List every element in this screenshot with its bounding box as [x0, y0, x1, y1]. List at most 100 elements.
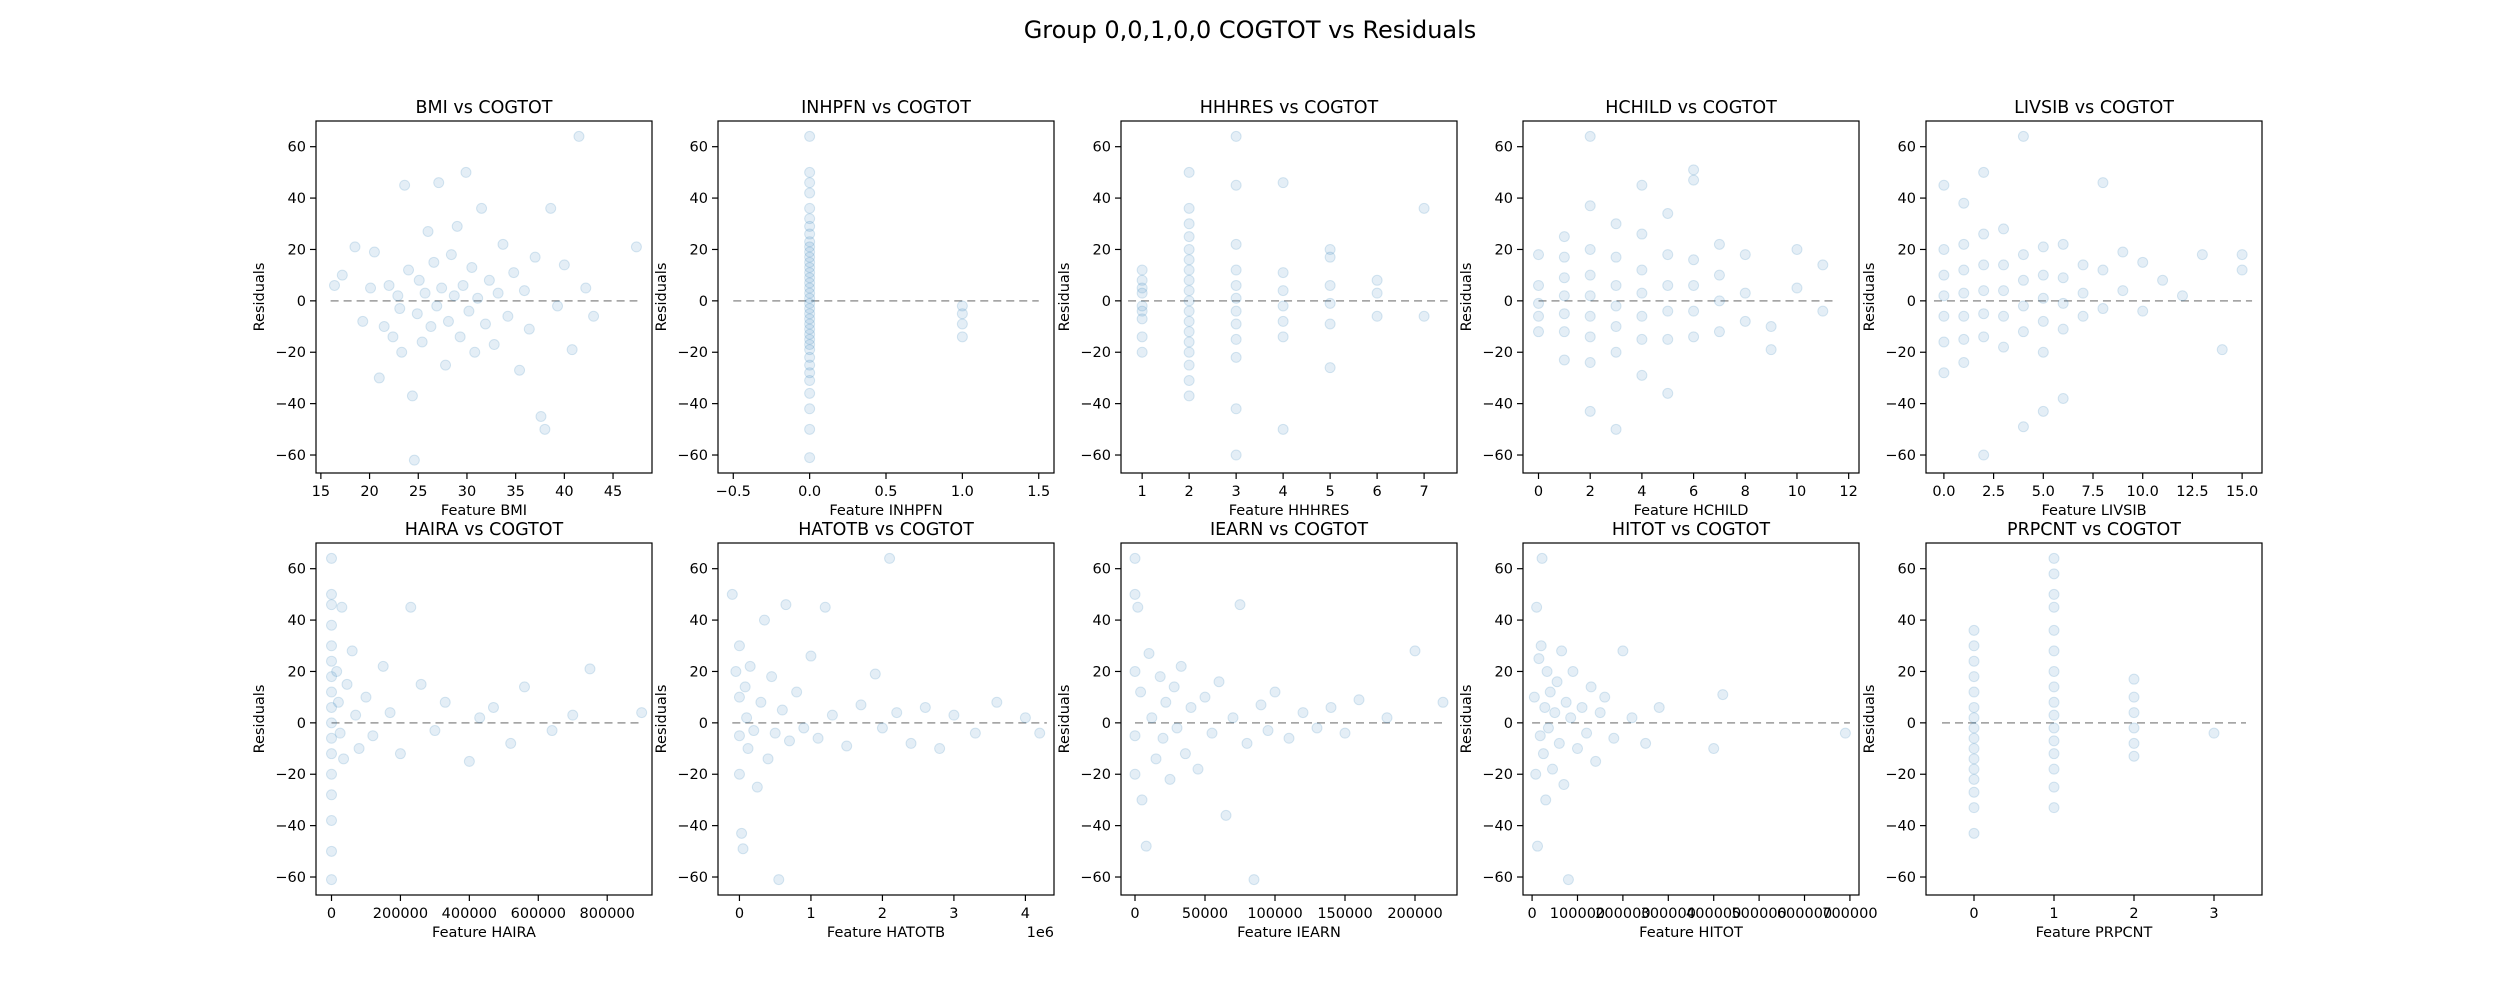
data-point [2037, 405, 2049, 417]
x-tick-label: 1 [2049, 906, 2058, 922]
data-point [1558, 251, 1570, 263]
data-point [1662, 305, 1674, 317]
x-tick-label: 3 [949, 906, 958, 922]
y-tick-label: −20 [1482, 345, 1513, 361]
data-point [2037, 346, 2049, 358]
data-point [1765, 344, 1777, 356]
x-tick-label: 200000 [1387, 906, 1442, 922]
data-point [2037, 241, 2049, 253]
scatter-points [1968, 552, 2220, 839]
data-point [1183, 254, 1195, 266]
x-tick-label: 4 [1279, 484, 1288, 500]
data-point [2236, 264, 2248, 276]
data-point [1132, 601, 1144, 613]
scatter-points [1129, 552, 1449, 886]
data-point [584, 663, 596, 675]
data-point [1968, 624, 1980, 636]
y-tick-label: 40 [1495, 613, 1513, 629]
data-point [326, 789, 338, 801]
data-point [1688, 254, 1700, 266]
data-point [736, 827, 748, 839]
data-point [1324, 279, 1336, 291]
data-point [326, 748, 338, 760]
y-tick-label: −60 [1482, 870, 1513, 886]
data-point [730, 665, 742, 677]
y-tick-label: −20 [275, 345, 306, 361]
data-point [2017, 274, 2029, 286]
data-point [1135, 686, 1147, 698]
data-point [326, 845, 338, 857]
data-point [804, 303, 816, 315]
axes-frame [1925, 542, 2263, 896]
y-axis-label: Residuals [1862, 685, 1878, 754]
data-point [1277, 315, 1289, 327]
data-point [956, 300, 968, 312]
data-point [1183, 243, 1195, 255]
data-point [1662, 249, 1674, 261]
data-point [350, 709, 362, 721]
data-point [1241, 737, 1253, 749]
data-point [1610, 423, 1622, 435]
y-tick-label: 40 [1898, 613, 1916, 629]
axes-frame [315, 120, 653, 474]
data-point [2077, 287, 2089, 299]
data-point [1183, 336, 1195, 348]
data-point [948, 709, 960, 721]
data-point [487, 701, 499, 713]
data-point [2157, 274, 2169, 286]
data-point [758, 614, 770, 626]
data-point [1610, 218, 1622, 230]
data-point [1230, 449, 1242, 461]
data-point [535, 410, 547, 422]
data-point [934, 743, 946, 755]
y-tick-label: 0 [699, 294, 708, 310]
data-point [1325, 701, 1337, 713]
x-tick-label: 400000 [442, 906, 497, 922]
data-point [2128, 737, 2140, 749]
data-point [394, 303, 406, 315]
x-tick-label: 0.0 [1932, 484, 1955, 500]
data-point [406, 390, 418, 402]
data-point [742, 743, 754, 755]
data-point [416, 336, 428, 348]
data-point [1610, 321, 1622, 333]
y-axis-label: Residuals [252, 685, 268, 754]
data-point [442, 315, 454, 327]
x-axis-label: Feature HHHRES [1229, 503, 1350, 519]
data-point [1958, 264, 1970, 276]
x-tick-label: 0 [1527, 906, 1536, 922]
y-tick-label: −60 [1482, 448, 1513, 464]
y-tick-label: 60 [690, 562, 708, 578]
data-point [1230, 130, 1242, 142]
data-point [1968, 743, 1980, 755]
data-point [523, 323, 535, 335]
x-tick-label: 100000 [1550, 906, 1605, 922]
data-point [326, 619, 338, 631]
data-point [1978, 259, 1990, 271]
data-point [588, 310, 600, 322]
data-point [2017, 421, 2029, 433]
data-point [1998, 223, 2010, 235]
x-tick-label: 2 [1185, 484, 1194, 500]
data-point [1610, 279, 1622, 291]
data-point [377, 660, 389, 672]
data-point [353, 743, 365, 755]
data-point [739, 681, 751, 693]
data-point [1418, 310, 1430, 322]
data-point [1175, 660, 1187, 672]
y-tick-label: 40 [1898, 191, 1916, 207]
data-point [1129, 768, 1141, 780]
data-point [518, 681, 530, 693]
x-tick-label: −0.5 [716, 484, 751, 500]
data-point [392, 290, 404, 302]
data-point [336, 601, 348, 613]
data-point [367, 730, 379, 742]
y-tick-label: 0 [1102, 294, 1111, 310]
x-tick-label: 0 [327, 906, 336, 922]
data-point [1968, 802, 1980, 814]
data-point [1998, 285, 2010, 297]
data-point [326, 671, 338, 683]
data-point [1034, 727, 1046, 739]
data-point [1230, 318, 1242, 330]
